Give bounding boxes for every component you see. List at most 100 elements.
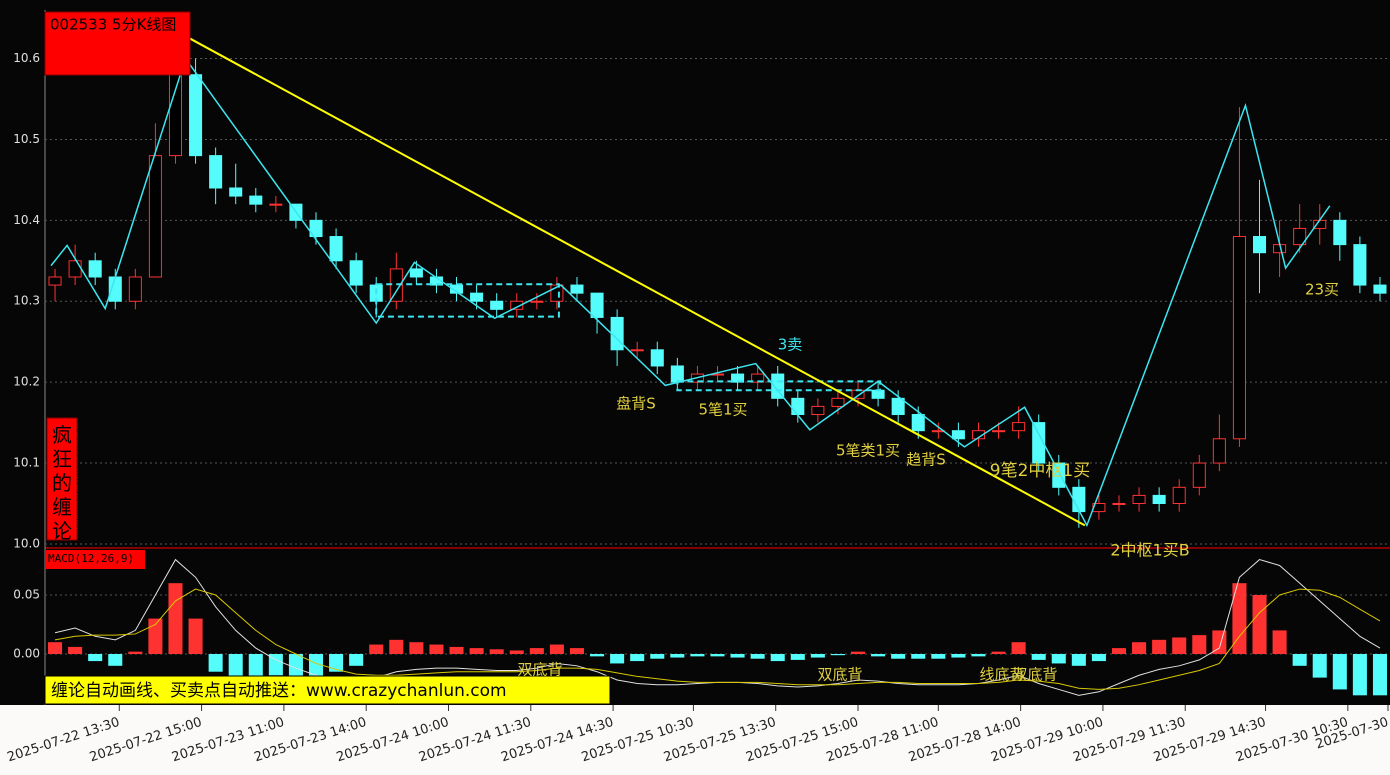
macd-bar — [429, 644, 444, 655]
macd-bar — [1352, 654, 1367, 696]
candle-body — [911, 414, 925, 432]
candle-body — [670, 365, 684, 383]
signal-label: 双底背 — [1012, 666, 1057, 684]
macd-bar — [48, 642, 63, 655]
candle-body — [1112, 503, 1126, 506]
title-box — [44, 11, 191, 76]
candle-body — [1353, 244, 1367, 286]
candle-body — [891, 397, 905, 416]
candle-body — [48, 276, 62, 286]
candle-body — [771, 373, 785, 399]
macd-bar — [891, 654, 906, 659]
macd-title: MACD(12,26,9) — [48, 552, 134, 565]
candle-body — [530, 300, 544, 303]
candle-body — [951, 430, 965, 440]
candle-body — [329, 236, 343, 262]
macd-bar — [1312, 654, 1327, 678]
candle-body — [229, 187, 243, 197]
candle-body — [1373, 284, 1387, 294]
macd-bar — [770, 654, 785, 662]
macd-bar — [1011, 642, 1026, 655]
candle-body — [570, 284, 584, 294]
candle-body — [811, 405, 825, 416]
candle-body — [249, 195, 263, 205]
macd-bar — [1252, 594, 1267, 655]
candle-body — [1152, 494, 1166, 505]
trend-line — [189, 37, 1086, 527]
macd-bar — [349, 654, 364, 666]
macd-bar — [590, 654, 605, 657]
candle-body — [209, 155, 223, 189]
candle-body — [168, 74, 183, 157]
signal-label: 2中枢1买B — [1110, 541, 1189, 560]
candle-body — [1012, 422, 1026, 432]
macd-bar — [409, 642, 424, 655]
macd-bar — [1332, 654, 1347, 690]
macd-bar — [389, 639, 404, 655]
macd-bar — [1091, 654, 1106, 662]
macd-bar — [1292, 654, 1307, 666]
signal-label: 5笔类1买 — [836, 442, 900, 460]
macd-bar — [208, 654, 223, 672]
price-panel — [45, 37, 1390, 545]
macd-bar — [369, 644, 384, 655]
macd-bar — [931, 654, 946, 659]
x-axis-strip — [0, 705, 1390, 775]
candle-body — [1032, 422, 1046, 464]
candle-body — [1192, 462, 1206, 488]
macd-bar — [1272, 630, 1287, 655]
macd-bar — [1152, 639, 1167, 655]
macd-bar — [650, 654, 665, 659]
signal-label: 双底背 — [817, 666, 862, 684]
candle-body — [189, 74, 203, 157]
y-tick-label: 0.00 — [13, 647, 40, 661]
macd-bar — [1051, 654, 1066, 664]
candle-body — [1252, 236, 1267, 254]
candle-body — [1132, 494, 1146, 505]
signal-label: 3卖 — [778, 336, 803, 354]
signal-label: 线底背 — [979, 666, 1024, 684]
y-tick-label: 10.6 — [13, 51, 40, 65]
macd-bar — [469, 648, 484, 655]
zhongshu-box — [676, 380, 882, 392]
signal-label: 双底背 — [517, 661, 562, 679]
candle-body — [831, 397, 845, 407]
background — [0, 0, 1390, 705]
macd-bar — [68, 646, 83, 655]
macd-bar — [610, 654, 625, 664]
side-box — [46, 417, 78, 541]
macd-panel — [45, 558, 1390, 696]
y-tick-label: 10.0 — [13, 536, 40, 550]
macd-bar — [911, 654, 926, 659]
candle-body — [971, 430, 985, 440]
macd-bar — [288, 654, 303, 678]
signal-label: 23买 — [1305, 281, 1339, 299]
macd-bar — [228, 654, 243, 678]
macd-bar — [630, 654, 645, 662]
signal-label: 趋背S — [906, 451, 946, 469]
macd-bar — [88, 654, 103, 662]
candle-body — [791, 397, 805, 416]
macd-bar — [830, 654, 845, 656]
candle-body — [309, 219, 323, 238]
macd-bar — [1192, 635, 1207, 655]
macd-bar — [730, 654, 745, 658]
candle-body — [148, 155, 162, 278]
side-label: 疯狂的缠论 — [52, 423, 72, 543]
macd-bar — [569, 648, 585, 655]
candle-body — [510, 300, 524, 310]
macd-bar — [750, 654, 765, 659]
macd-bar — [1071, 654, 1086, 666]
y-tick-label: 10.2 — [13, 375, 40, 389]
macd-bar — [329, 654, 344, 672]
zhongshu-box — [375, 283, 560, 318]
candle-body — [630, 349, 644, 352]
macd-bar — [710, 654, 725, 657]
macd-bar — [188, 618, 203, 655]
candle-body — [851, 389, 865, 399]
macd-bar — [248, 654, 263, 678]
candle-body — [128, 276, 142, 302]
macd-bar — [1372, 654, 1387, 696]
chart-title: 002533 5分K线图 — [50, 16, 176, 34]
